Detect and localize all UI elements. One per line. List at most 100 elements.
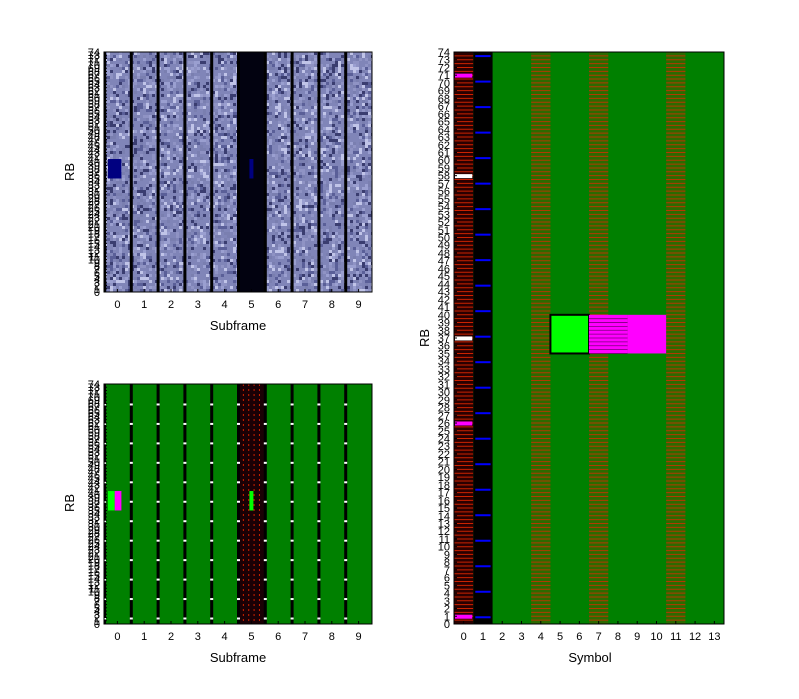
noise-cell: [281, 139, 284, 142]
noise-cell: [341, 277, 344, 280]
noise-cell: [200, 61, 203, 64]
noise-cell: [323, 271, 326, 274]
noise-cell: [302, 154, 305, 157]
noise-cell: [188, 283, 191, 286]
control-mark: [290, 598, 294, 601]
y-tick-label: 49: [88, 460, 100, 472]
noise-cell: [338, 226, 341, 229]
noise-cell: [173, 265, 176, 268]
noise-cell: [332, 160, 335, 163]
noise-cell: [188, 196, 191, 199]
noise-cell: [110, 73, 113, 76]
noise-cell: [368, 175, 371, 178]
noise-cell: [326, 106, 329, 109]
noise-cell: [275, 187, 278, 190]
noise-cell: [116, 217, 119, 220]
noise-cell: [326, 91, 329, 94]
noise-cell: [308, 61, 311, 64]
noise-cell: [206, 205, 209, 208]
noise-cell: [233, 277, 236, 280]
noise-cell: [179, 238, 182, 241]
noise-cell: [161, 172, 164, 175]
noise-cell: [362, 247, 365, 250]
noise-cell: [299, 106, 302, 109]
noise-cell: [284, 148, 287, 151]
noise-cell: [134, 193, 137, 196]
noise-cell: [287, 118, 290, 121]
noise-cell: [137, 178, 140, 181]
y-tick-label: 67: [88, 70, 100, 82]
noise-cell: [368, 157, 371, 160]
noise-cell: [314, 136, 317, 139]
noise-cell: [200, 244, 203, 247]
y-tick-label: 3: [94, 277, 100, 289]
noise-cell: [305, 55, 308, 58]
noise-cell: [116, 280, 119, 283]
noise-cell: [233, 160, 236, 163]
noise-cell: [164, 193, 167, 196]
noise-cell: [326, 142, 329, 145]
y-tick-label: 73: [88, 382, 100, 394]
noise-cell: [203, 61, 206, 64]
noise-cell: [191, 235, 194, 238]
noise-cell: [335, 268, 338, 271]
noise-cell: [110, 280, 113, 283]
noise-cell: [224, 241, 227, 244]
noise-cell: [365, 241, 368, 244]
noise-cell: [128, 79, 131, 82]
noise-cell: [206, 121, 209, 124]
y-tick-label: 50: [88, 457, 100, 469]
noise-cell: [323, 208, 326, 211]
noise-cell: [152, 223, 155, 226]
noise-cell: [329, 100, 332, 103]
noise-cell: [233, 256, 236, 259]
noise-cell: [221, 250, 224, 253]
noise-cell: [164, 259, 167, 262]
noise-cell: [146, 193, 149, 196]
noise-cell: [152, 178, 155, 181]
noise-cell: [194, 277, 197, 280]
noise-cell: [107, 193, 110, 196]
noise-cell: [227, 133, 230, 136]
noise-cell: [362, 250, 365, 253]
noise-cell: [164, 229, 167, 232]
noise-cell: [293, 223, 296, 226]
noise-cell: [224, 82, 227, 85]
noise-cell: [296, 145, 299, 148]
noise-cell: [125, 124, 128, 127]
noise-cell: [149, 226, 152, 229]
noise-cell: [353, 67, 356, 70]
noise-cell: [143, 262, 146, 265]
noise-cell: [338, 73, 341, 76]
noise-cell: [356, 85, 359, 88]
noise-cell: [173, 85, 176, 88]
control-mark: [183, 617, 187, 620]
noise-cell: [296, 217, 299, 220]
control-mark: [129, 500, 133, 503]
y-tick-label: 66: [88, 405, 100, 417]
control-mark: [290, 481, 294, 484]
noise-cell: [221, 118, 224, 121]
noise-cell: [176, 262, 179, 265]
noise-cell: [134, 118, 137, 121]
noise-cell: [275, 58, 278, 61]
noise-cell: [170, 82, 173, 85]
noise-cell: [326, 103, 329, 106]
noise-cell: [113, 109, 116, 112]
noise-cell: [356, 64, 359, 67]
noise-cell: [281, 109, 284, 112]
noise-cell: [314, 265, 317, 268]
noise-cell: [269, 229, 272, 232]
noise-cell: [188, 118, 191, 121]
noise-cell: [113, 232, 116, 235]
noise-cell: [284, 52, 287, 55]
noise-cell: [203, 130, 206, 133]
noise-cell: [215, 160, 218, 163]
noise-cell: [119, 235, 122, 238]
noise-cell: [125, 145, 128, 148]
noise-cell: [179, 250, 182, 253]
noise-cell: [152, 202, 155, 205]
x-tick-label: 1: [141, 299, 147, 311]
noise-cell: [212, 199, 215, 202]
